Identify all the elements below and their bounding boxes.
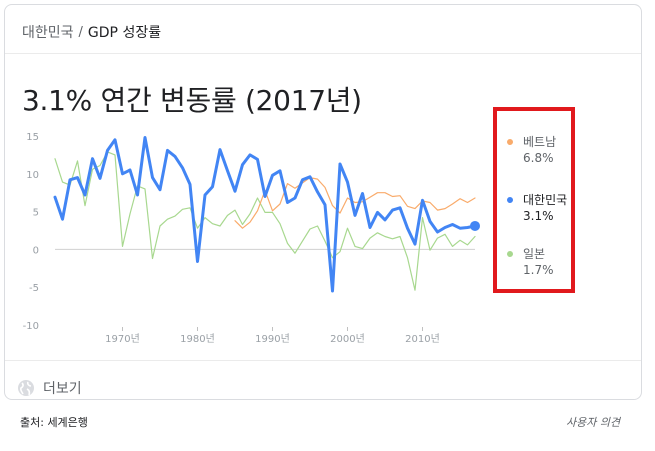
breadcrumb-country[interactable]: 대한민국 [22,25,74,41]
legend-name: 일본 [523,247,546,261]
legend-name: 베트남 [523,135,557,149]
x-tick-label: 2010년 [405,333,440,345]
footer-divider [5,360,641,361]
x-tick-label: 2000년 [330,333,365,345]
legend-dot-japan [507,251,513,257]
korea-latest-point [470,220,480,231]
legend-value: 6.8% [523,151,554,165]
gdp-growth-chart[interactable]: 15 10 5 0 -5 -10 1970년 1980년 1990년 2000년 2010년 [5,5,642,365]
page-title: 3.1% 연간 변동률 (2017년) [22,84,362,117]
x-tick-label: 1980년 [180,333,215,345]
legend-highlight-box: 베트남 6.8% 대한민국 3.1% 일본 1.7% [493,107,575,293]
legend-dot-vietnam [507,139,513,145]
y-tick-label: 15 [26,132,39,143]
y-tick-label: -10 [23,321,39,332]
source-text: 출처: 세계은행 [20,416,88,429]
legend-name: 대한민국 [523,193,568,207]
breadcrumb-separator: / [78,24,83,40]
legend-dot-korea [507,197,513,203]
more-label: 더보기 [43,381,82,397]
korea-series-line [53,136,477,293]
breadcrumb-topic: GDP 성장률 [87,25,162,41]
x-tick-label: 1970년 [105,333,140,345]
more-button[interactable]: 더보기 [17,378,82,398]
feedback-link[interactable]: 사용자 의견 [566,416,621,429]
legend-value: 3.1% [523,209,554,223]
globe-icon [18,380,34,396]
breadcrumb: 대한민국 / GDP 성장률 [22,22,161,42]
y-tick-label: 10 [26,170,39,181]
x-tick-label: 1990년 [255,333,290,345]
legend-value: 1.7% [523,263,554,277]
y-tick-label: 5 [33,208,39,219]
vietnam-series-line [234,177,476,229]
japan-series-line [54,151,476,291]
y-tick-label: -5 [29,283,39,294]
header-divider [5,53,641,54]
y-tick-label: 0 [33,245,39,256]
result-card: 대한민국 / GDP 성장률 3.1% 연간 변동률 (2017년) 15 10 5… [4,4,642,400]
